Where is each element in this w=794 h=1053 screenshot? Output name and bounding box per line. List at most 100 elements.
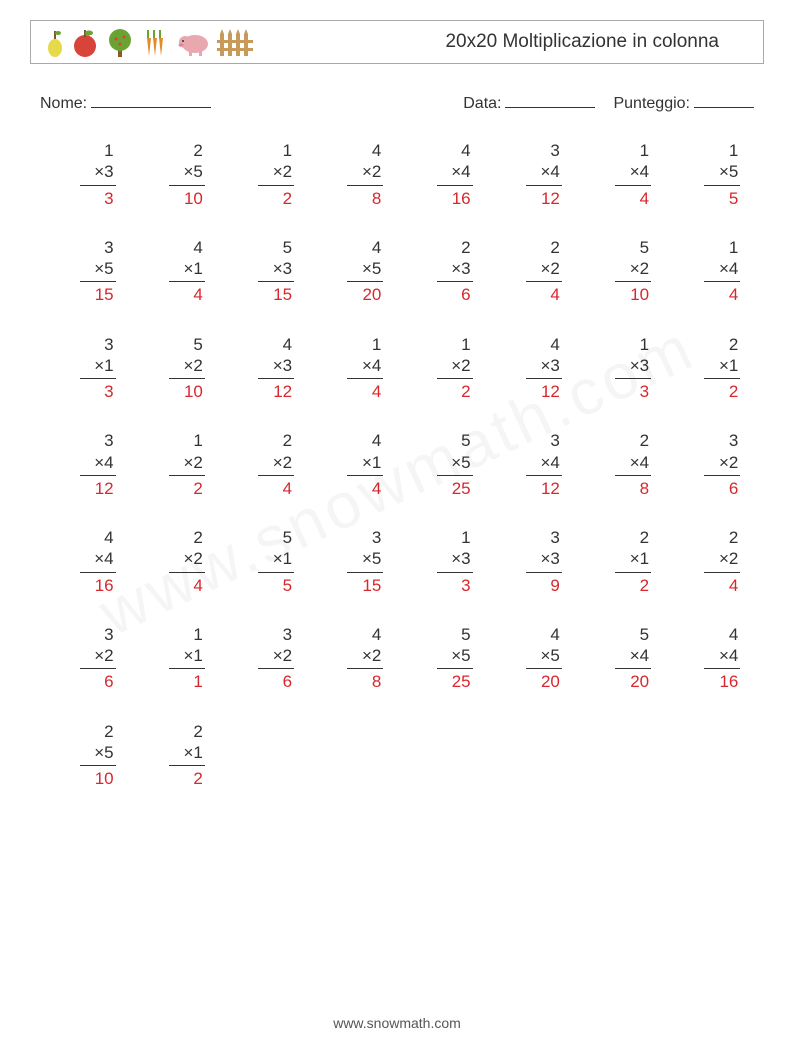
multiplication-problem: 3×412 <box>500 140 562 209</box>
multiplication-problem: 2×36 <box>411 237 473 306</box>
answer: 4 <box>372 381 383 402</box>
answer: 3 <box>104 188 115 209</box>
answer: 6 <box>461 284 472 305</box>
operand-b: ×4 <box>719 645 740 666</box>
rule-line <box>169 668 205 669</box>
multiplication-problem: 2×12 <box>589 527 651 596</box>
answer: 16 <box>95 575 116 596</box>
rule-line <box>704 572 740 573</box>
multiplication-problem: 1×33 <box>54 140 116 209</box>
answer: 20 <box>362 284 383 305</box>
multiplication-problem: 3×515 <box>321 527 383 596</box>
operand-b: ×2 <box>273 452 294 473</box>
multiplication-problem: 5×525 <box>411 624 473 693</box>
rule-line <box>347 475 383 476</box>
multiplication-problem: 3×39 <box>500 527 562 596</box>
answer: 20 <box>630 671 651 692</box>
multiplication-problem: 1×22 <box>143 430 205 499</box>
multiplication-problem: 5×210 <box>143 334 205 403</box>
multiplication-problem: 1×33 <box>411 527 473 596</box>
operand-b: ×2 <box>183 355 204 376</box>
operand-b: ×1 <box>183 258 204 279</box>
operand-a: 2 <box>104 721 115 742</box>
answer: 12 <box>541 381 562 402</box>
operand-a: 4 <box>193 237 204 258</box>
answer: 15 <box>95 284 116 305</box>
multiplication-problem: 2×24 <box>143 527 205 596</box>
multiplication-problem: 3×13 <box>54 334 116 403</box>
operand-b: ×3 <box>273 355 294 376</box>
operand-b: ×3 <box>540 355 561 376</box>
operand-a: 3 <box>104 430 115 451</box>
rule-line <box>437 475 473 476</box>
rule-line <box>526 668 562 669</box>
answer: 10 <box>184 188 205 209</box>
operand-a: 1 <box>729 237 740 258</box>
worksheet-title: 20x20 Moltiplicazione in colonna <box>445 31 749 53</box>
rule-line <box>437 185 473 186</box>
rule-line <box>615 668 651 669</box>
operand-a: 3 <box>104 334 115 355</box>
multiplication-problem: 1×11 <box>143 624 205 693</box>
operand-a: 4 <box>550 334 561 355</box>
rule-line <box>347 185 383 186</box>
operand-b: ×2 <box>183 548 204 569</box>
rule-line <box>80 281 116 282</box>
operand-b: ×4 <box>362 355 383 376</box>
operand-b: ×1 <box>273 548 294 569</box>
rule-line <box>169 281 205 282</box>
operand-a: 5 <box>283 237 294 258</box>
rule-line <box>347 668 383 669</box>
footer-url: www.snowmath.com <box>0 1015 794 1031</box>
operand-b: ×4 <box>94 548 115 569</box>
operand-b: ×1 <box>630 548 651 569</box>
multiplication-problem: 2×510 <box>143 140 205 209</box>
rule-line <box>615 281 651 282</box>
answer: 15 <box>362 575 383 596</box>
rule-line <box>80 378 116 379</box>
multiplication-problem: 1×44 <box>589 140 651 209</box>
rule-line <box>615 378 651 379</box>
operand-b: ×1 <box>362 452 383 473</box>
operand-a: 2 <box>550 237 561 258</box>
multiplication-problem: 4×416 <box>411 140 473 209</box>
operand-b: ×4 <box>630 452 651 473</box>
operand-b: ×2 <box>273 161 294 182</box>
multiplication-problem: 3×412 <box>500 430 562 499</box>
rule-line <box>704 281 740 282</box>
answer: 3 <box>640 381 651 402</box>
operand-a: 3 <box>550 430 561 451</box>
score-blank[interactable] <box>694 92 754 108</box>
operand-a: 3 <box>550 140 561 161</box>
operand-a: 2 <box>640 527 651 548</box>
rule-line <box>704 668 740 669</box>
rule-line <box>169 765 205 766</box>
operand-a: 1 <box>372 334 383 355</box>
operand-b: ×5 <box>451 452 472 473</box>
operand-b: ×1 <box>719 355 740 376</box>
multiplication-problem: 4×14 <box>321 430 383 499</box>
answer: 5 <box>729 188 740 209</box>
rule-line <box>169 185 205 186</box>
rule-line <box>615 572 651 573</box>
multiplication-problem: 1×55 <box>678 140 740 209</box>
pear-icon <box>45 26 65 58</box>
answer: 4 <box>550 284 561 305</box>
multiplication-problem: 3×26 <box>678 430 740 499</box>
multiplication-problem: 1×33 <box>589 334 651 403</box>
operand-b: ×3 <box>94 161 115 182</box>
rule-line <box>347 378 383 379</box>
answer: 8 <box>640 478 651 499</box>
multiplication-problem: 2×24 <box>232 430 294 499</box>
name-blank[interactable] <box>91 92 211 108</box>
rule-line <box>169 378 205 379</box>
rule-line <box>80 185 116 186</box>
fence-icon <box>217 26 253 58</box>
multiplication-problem: 5×315 <box>232 237 294 306</box>
answer: 12 <box>95 478 116 499</box>
answer: 2 <box>640 575 651 596</box>
rule-line <box>526 572 562 573</box>
date-blank[interactable] <box>505 92 595 108</box>
answer: 2 <box>193 768 204 789</box>
operand-a: 2 <box>193 140 204 161</box>
